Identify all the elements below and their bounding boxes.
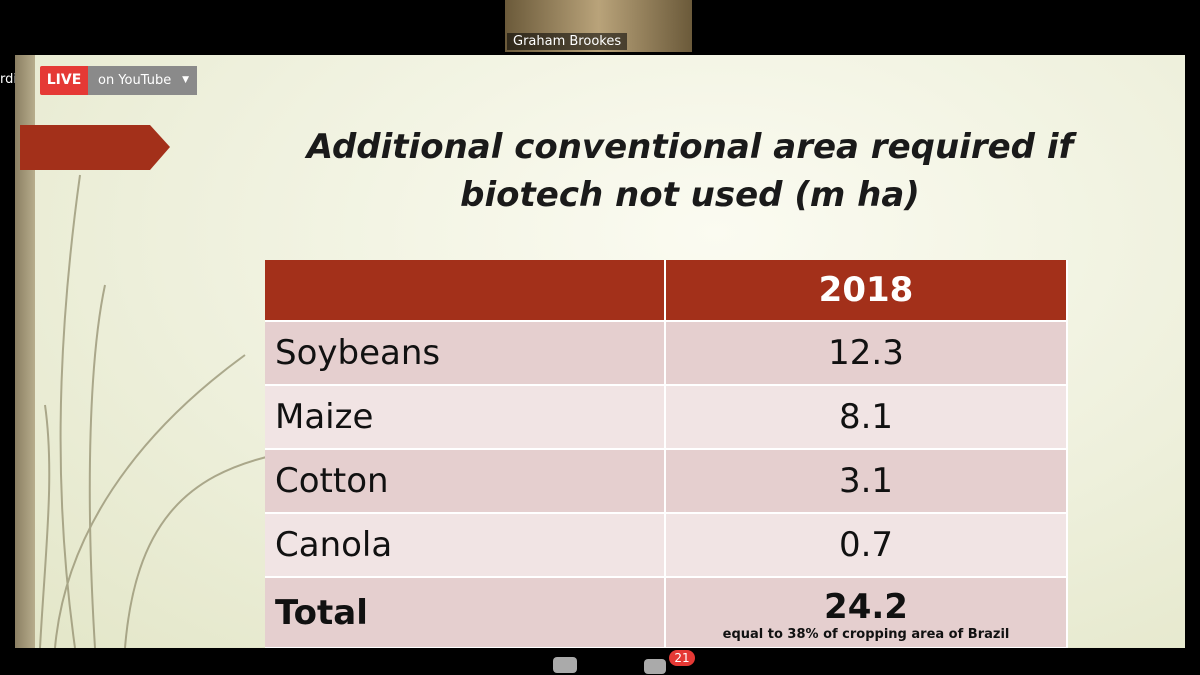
stream-label: on YouTube: [98, 73, 172, 88]
row-value: 3.1: [666, 450, 1068, 514]
header-cell: 2018: [666, 260, 1068, 322]
row-label: Maize: [265, 386, 666, 450]
total-value: 24.2: [824, 587, 908, 627]
chat-badge-bg: [669, 650, 695, 666]
stream-dropdown[interactable]: on YouTube ▼: [88, 66, 197, 95]
participant-name: Graham Brookes: [507, 33, 628, 50]
row-value: 8.1: [666, 386, 1068, 450]
live-button[interactable]: LIVE: [40, 66, 88, 95]
chat-icon[interactable]: [644, 659, 666, 674]
row-label: Soybeans: [265, 322, 666, 386]
chat-badge: 21: [674, 651, 689, 665]
row-value: 24.2 equal to 38% of cropping area of Bra…: [666, 578, 1068, 648]
dropdown-arrow: ▼: [182, 75, 189, 85]
row-value: 12.3: [666, 322, 1068, 386]
table-note: equal to 38% of cropping area of Brazil: [722, 627, 1010, 642]
row-label: Cotton: [265, 450, 666, 514]
video-tile[interactable]: Graham Brookes: [505, 0, 692, 52]
row-label: Canola: [265, 514, 666, 578]
slide: Additional conventional area required if…: [15, 55, 1185, 648]
slide-decoration: [20, 125, 276, 648]
reactions-icon[interactable]: [553, 657, 577, 673]
header-cell: [265, 260, 666, 322]
row-label: Total: [265, 578, 666, 648]
slide-strip: [15, 55, 35, 648]
row-value: 0.7: [666, 514, 1068, 578]
bottom-bar: 21: [553, 650, 695, 674]
slide-title: Additional conventional area required if…: [306, 127, 1074, 215]
